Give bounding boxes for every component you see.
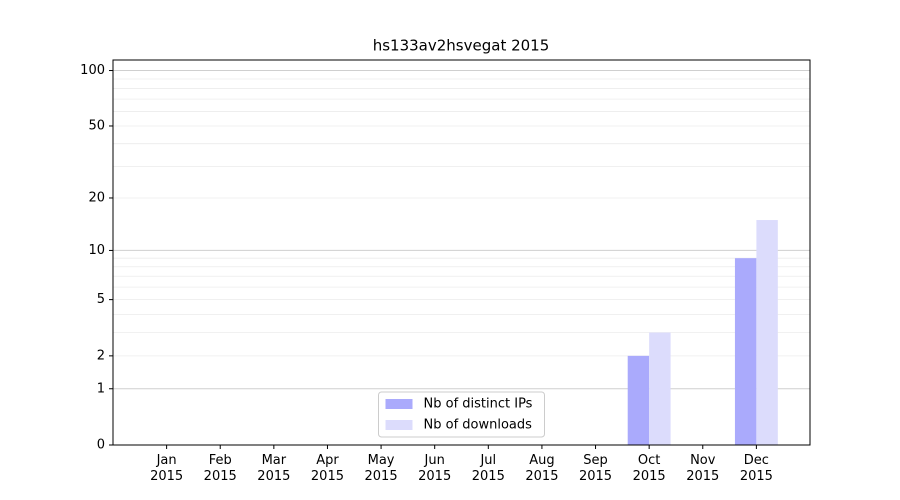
- y-tick-label: 20: [88, 190, 105, 205]
- legend-box: [378, 391, 545, 438]
- bar: [649, 332, 671, 445]
- y-tick-label: 100: [80, 63, 105, 78]
- legend-swatch: [385, 399, 413, 409]
- x-tick-label: Mar 2015: [257, 453, 291, 484]
- legend-swatch: [385, 420, 413, 430]
- y-tick-label: 1: [97, 381, 105, 396]
- y-tick-label: 50: [88, 118, 105, 133]
- legend: Nb of distinct IPs Nb of downloads: [378, 391, 545, 438]
- y-tick-label: 2: [97, 348, 105, 363]
- y-tick-label: 10: [88, 243, 105, 258]
- x-tick-label: Aug 2015: [525, 453, 559, 484]
- x-tick-label: Sep 2015: [578, 453, 613, 484]
- legend-label: Nb of downloads: [424, 418, 533, 433]
- chart-title: hs133av2hsvegat 2015: [373, 37, 550, 55]
- bar: [627, 355, 650, 445]
- x-tick-label: Nov 2015: [686, 453, 720, 484]
- legend-label: Nb of distinct IPs: [424, 397, 533, 412]
- x-tick-label: Jun 2015: [418, 453, 452, 484]
- y-tick-label: 5: [97, 292, 105, 307]
- y-tick-label: 0: [97, 438, 105, 453]
- x-tick-label: Apr 2015: [310, 453, 344, 484]
- x-tick-label: Jan 2015: [150, 453, 184, 484]
- x-tick-label: Dec 2015: [739, 453, 773, 484]
- x-tick-label: Jul 2015: [471, 453, 505, 484]
- x-tick-label: Oct 2015: [632, 453, 666, 484]
- bar: [756, 220, 778, 445]
- plot-frame: [112, 59, 811, 446]
- x-tick-label: May 2015: [364, 453, 398, 484]
- x-tick-label: Feb 2015: [203, 453, 237, 484]
- bar: [734, 258, 757, 445]
